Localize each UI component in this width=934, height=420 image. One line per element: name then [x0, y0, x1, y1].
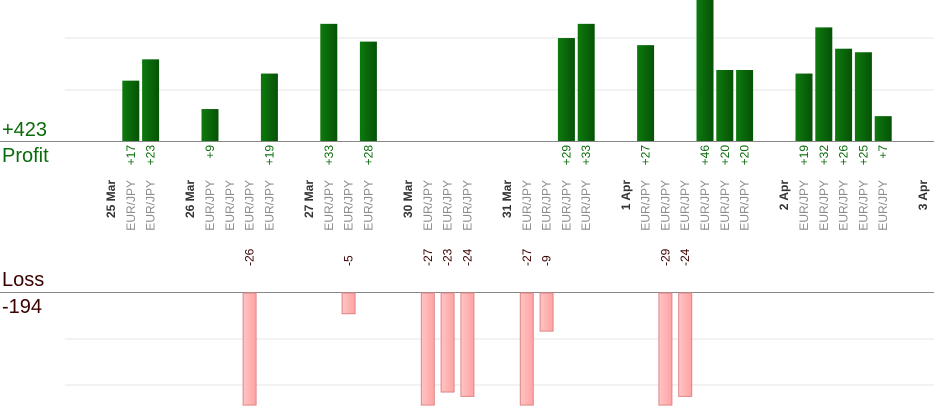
pair-label: EUR/JPY: [837, 180, 851, 231]
pair-label: EUR/JPY: [361, 180, 375, 231]
pair-label: EUR/JPY: [540, 180, 554, 231]
profit-bar: [736, 70, 754, 141]
profit-bar: [854, 52, 872, 141]
profit-bar: [795, 73, 813, 141]
pair-label: EUR/JPY: [342, 180, 356, 231]
profit-bar: [835, 48, 853, 142]
profit-total-label: +423: [2, 119, 48, 141]
pair-label: EUR/JPY: [144, 180, 158, 231]
loss-bar: [440, 292, 455, 393]
pair-label: EUR/JPY: [738, 180, 752, 231]
profit-bar: [874, 116, 892, 141]
pair-label: EUR/JPY: [797, 180, 811, 231]
loss-value-label: -24: [678, 248, 692, 266]
date-label: 31 Mar: [500, 180, 514, 218]
profit-value-label: +9: [203, 145, 217, 159]
pair-label: EUR/JPY: [124, 180, 138, 231]
profit-bar: [577, 23, 595, 142]
profit-bar: [260, 73, 278, 141]
pair-label: EUR/JPY: [678, 180, 692, 231]
pair-label: EUR/JPY: [421, 180, 435, 231]
profit-value-label: +33: [322, 145, 336, 166]
loss-value-label: -26: [243, 248, 257, 266]
profit-bar: [142, 59, 160, 141]
pair-label: EUR/JPY: [322, 180, 336, 231]
profit-value-label: +20: [738, 145, 752, 166]
loss-value-label: -29: [658, 248, 672, 266]
pair-label: EUR/JPY: [579, 180, 593, 231]
profit-value-label: +32: [817, 145, 831, 166]
loss-value-label: -27: [421, 248, 435, 266]
profit-bar: [716, 70, 734, 141]
profit-value-label: +20: [718, 145, 732, 166]
date-label: 1 Apr: [619, 180, 633, 211]
date-label: 25 Mar: [104, 180, 118, 218]
pair-label: EUR/JPY: [559, 180, 573, 231]
date-label: 2 Apr: [777, 180, 791, 211]
profit-value-label: +19: [262, 145, 276, 166]
loss-bar: [420, 292, 435, 406]
profit-bar: [320, 23, 338, 142]
loss-bar: [242, 292, 257, 406]
loss-value-label: -9: [540, 255, 554, 266]
loss-value-label: -23: [441, 248, 455, 266]
profit-value-label: +29: [559, 145, 573, 166]
date-label: 26 Mar: [183, 180, 197, 218]
profit-bar: [696, 0, 714, 141]
profit-value-label: +7: [876, 145, 890, 159]
loss-bar: [460, 292, 475, 397]
profit-title: Profit: [2, 145, 49, 167]
pair-label: EUR/JPY: [876, 180, 890, 231]
pair-label: EUR/JPY: [639, 180, 653, 231]
loss-bar: [539, 292, 554, 332]
pair-label: EUR/JPY: [856, 180, 870, 231]
date-label: 3 Apr: [916, 180, 930, 211]
profit-bar: [637, 45, 655, 141]
profit-value-label: +19: [797, 145, 811, 166]
pair-label: EUR/JPY: [718, 180, 732, 231]
profit-value-label: +23: [144, 145, 158, 166]
loss-value-label: -27: [520, 248, 534, 266]
pair-label: EUR/JPY: [460, 180, 474, 231]
date-label: 27 Mar: [302, 180, 316, 218]
pair-label: EUR/JPY: [698, 180, 712, 231]
profit-bar: [359, 41, 377, 141]
date-label: 30 Mar: [401, 180, 415, 218]
loss-value-label: -24: [460, 248, 474, 266]
profit-bar: [557, 38, 575, 141]
pair-label: EUR/JPY: [223, 180, 237, 231]
pair-label: EUR/JPY: [520, 180, 534, 231]
profit-bar: [122, 80, 140, 141]
pair-label: EUR/JPY: [441, 180, 455, 231]
loss-value-label: -5: [342, 255, 356, 266]
loss-bar: [341, 292, 356, 315]
pair-label: EUR/JPY: [262, 180, 276, 231]
profit-value-label: +26: [837, 145, 851, 166]
pair-label: EUR/JPY: [243, 180, 257, 231]
profit-bar: [815, 27, 833, 141]
pair-label: EUR/JPY: [658, 180, 672, 231]
profit-value-label: +17: [124, 145, 138, 166]
profit-value-label: +25: [856, 145, 870, 166]
profit-value-label: +46: [698, 145, 712, 166]
profit-bar: [201, 109, 219, 141]
profit-value-label: +33: [579, 145, 593, 166]
profit-value-label: +27: [639, 145, 653, 166]
pair-label: EUR/JPY: [203, 180, 217, 231]
loss-title: Loss: [2, 269, 45, 291]
loss-bar: [678, 292, 693, 397]
loss-total-label: -194: [2, 296, 43, 318]
profit-value-label: +28: [361, 145, 375, 166]
pair-label: EUR/JPY: [817, 180, 831, 231]
loss-bar: [658, 292, 673, 406]
loss-bar: [519, 292, 534, 406]
